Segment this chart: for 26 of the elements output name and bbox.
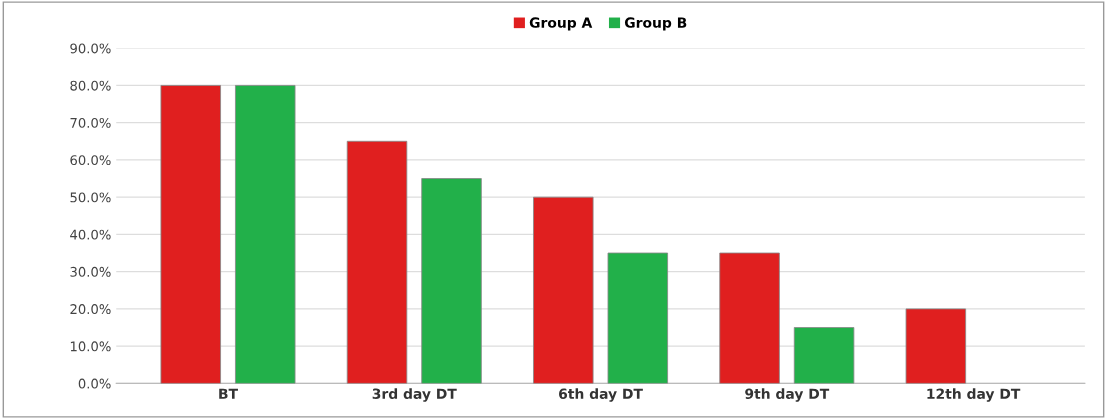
legend-label: Group A [529,17,593,31]
y-tick-label: 70.0% [70,117,111,128]
bar [905,308,967,384]
y-tick-label: 80.0% [70,80,111,91]
bar [793,327,855,384]
bar [607,252,669,384]
y-tick-label: 0.0% [78,378,111,389]
y-tick-label: 90.0% [70,43,111,54]
x-tick-label: BT [219,388,238,399]
bar [719,252,780,384]
bar [346,140,408,384]
y-tick-label: 20.0% [70,304,111,315]
bar [533,196,594,384]
x-tick-label: 6th day DT [559,388,643,402]
legend-label: Group B [624,17,687,31]
x-tick-label: 9th day DT [745,388,830,402]
bar [421,178,482,384]
x-tick-label: 3rd day DT [372,388,457,402]
y-tick-label: 40.0% [70,229,111,240]
x-tick-label: 12th day DT [927,388,1021,402]
y-tick-label: 60.0% [70,155,111,166]
y-tick-label: 10.0% [70,341,111,352]
y-tick-label: 50.0% [70,192,111,203]
bar [160,85,221,384]
y-tick-label: 30.0% [70,266,111,277]
bar [235,85,296,384]
